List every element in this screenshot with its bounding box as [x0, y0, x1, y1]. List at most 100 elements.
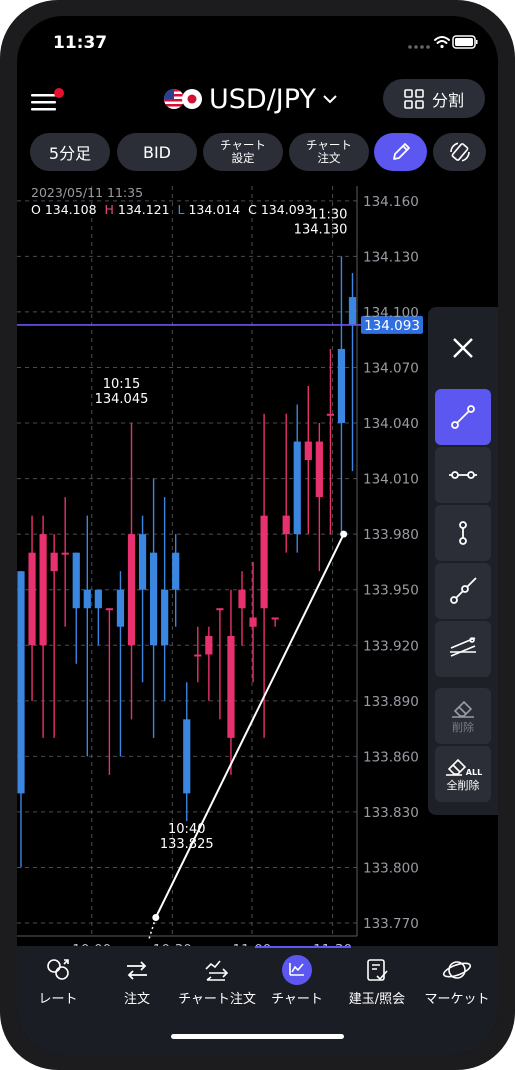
- chart-settings-label-2: 設定: [231, 151, 255, 165]
- tab-market[interactable]: マーケット: [417, 956, 497, 1007]
- candle-body: [127, 534, 136, 646]
- chart-order-label-2: 注文: [317, 151, 341, 165]
- delete-all-label: 全削除: [446, 779, 480, 792]
- open-label: O: [31, 202, 41, 217]
- rate-icon: [47, 959, 69, 980]
- current-price-label: 134.093: [364, 318, 420, 334]
- pair-label: USD/JPY: [209, 83, 316, 115]
- draw-tool-button[interactable]: [374, 133, 427, 171]
- chart-order-button[interactable]: チャート 注文: [289, 133, 369, 171]
- annotation-time: 11:30: [310, 207, 347, 222]
- delete-all-button[interactable]: ALL 全削除: [435, 746, 491, 802]
- tab-chart[interactable]: チャート: [257, 955, 337, 1007]
- candle-body: [39, 534, 47, 646]
- tab-rate-label: レート: [38, 992, 78, 1007]
- drawing-tools-panel: 削除 ALL 全削除: [428, 307, 498, 815]
- battery-icon: [452, 35, 478, 49]
- cellular-icon: [408, 45, 430, 49]
- annotation-time: 10:15: [103, 377, 140, 392]
- trendline-handle-end: [340, 530, 348, 538]
- y-tick-label: 133.830: [363, 805, 419, 821]
- y-tick-label: 133.950: [363, 583, 419, 599]
- candle-body: [260, 515, 268, 609]
- close-value: 134.093: [260, 202, 313, 217]
- candle-body: [28, 552, 36, 646]
- y-tick-label: 133.980: [363, 527, 419, 543]
- split-label: 分割: [431, 90, 464, 110]
- y-tick-label: 134.010: [363, 472, 419, 488]
- rotate-button[interactable]: [433, 133, 486, 171]
- jp-flag-icon: [182, 89, 202, 109]
- trendline-icon: [451, 405, 475, 429]
- annotation-price: 133.825: [160, 837, 214, 852]
- trendline-handle-start: [152, 913, 160, 921]
- tab-positions[interactable]: 建玉/照会: [337, 956, 417, 1007]
- wifi-icon: [434, 36, 450, 44]
- candle-body: [282, 515, 290, 535]
- trendline-extension: [148, 917, 157, 940]
- chart-area[interactable]: 134.093 11:30 134.130 10:15 134.045 10:40 133.…: [17, 181, 498, 958]
- tab-chart-label: チャート: [271, 992, 323, 1007]
- open-value: 134.108: [44, 202, 97, 217]
- horizontal-line-tool[interactable]: [435, 447, 491, 503]
- vertical-line-icon: [459, 521, 467, 545]
- parallel-channel-icon: [450, 637, 476, 657]
- vertical-line-tool[interactable]: [435, 505, 491, 561]
- tab-order[interactable]: 注文: [97, 956, 177, 1007]
- high-label: H: [104, 202, 114, 217]
- chart-order-icon: [205, 960, 229, 981]
- annotation-price: 134.045: [95, 392, 149, 407]
- candle-body: [249, 617, 257, 627]
- rotate-screen-icon: [449, 142, 470, 162]
- notification-dot: [54, 88, 64, 98]
- candlestick-chart[interactable]: 134.09311:30134.13010:15134.04510:40133.…: [17, 181, 498, 958]
- channel-tool[interactable]: [435, 621, 491, 677]
- candle-body: [304, 441, 312, 461]
- tab-chart-order[interactable]: チャート注文: [177, 956, 257, 1007]
- candle-body: [227, 636, 235, 738]
- screen: 11:37: [17, 16, 498, 1055]
- home-indicator: [171, 1034, 344, 1039]
- close-tools-button[interactable]: [441, 331, 485, 371]
- delete-drawing-button[interactable]: 削除: [435, 688, 491, 744]
- menu-button[interactable]: [29, 86, 64, 111]
- bid-ask-button[interactable]: BID: [117, 133, 197, 171]
- eraser-icon: [452, 700, 474, 718]
- y-tick-label: 134.160: [363, 194, 419, 210]
- currency-pair-selector[interactable]: USD/JPY: [163, 82, 338, 116]
- y-tick-label: 133.800: [363, 860, 419, 876]
- tab-rate[interactable]: レート: [18, 956, 98, 1007]
- candle-body: [17, 571, 25, 794]
- chart-order-label-1: チャート: [306, 138, 352, 152]
- candle-body: [94, 589, 102, 609]
- split-view-button[interactable]: 分割: [383, 79, 485, 118]
- candle-body: [348, 297, 357, 325]
- grid-icon: [404, 88, 424, 109]
- y-tick-label: 134.040: [363, 416, 419, 432]
- tab-market-label: マーケット: [424, 992, 490, 1007]
- candle-body: [326, 413, 334, 416]
- candle-body: [150, 552, 158, 646]
- trendline-tool[interactable]: [435, 389, 491, 445]
- candle-body: [50, 552, 58, 572]
- all-badge: ALL: [465, 768, 483, 777]
- tab-positions-label: 建玉/照会: [348, 992, 406, 1007]
- chart-settings-button[interactable]: チャート 設定: [203, 133, 283, 171]
- delete-label: 削除: [452, 721, 474, 734]
- y-tick-label: 133.860: [363, 749, 419, 765]
- candle-body: [293, 441, 301, 535]
- y-tick-label: 134.070: [363, 360, 419, 376]
- flag-icons: [164, 89, 202, 109]
- us-flag-icon: [164, 89, 184, 109]
- timeframe-button[interactable]: 5分足: [30, 133, 110, 171]
- y-tick-label: 134.130: [363, 249, 419, 265]
- y-tick-label: 133.890: [363, 694, 419, 710]
- candle-body: [105, 608, 113, 611]
- y-tick-label: 133.920: [363, 638, 419, 654]
- bid-label: BID: [142, 142, 171, 162]
- candle-body: [161, 589, 169, 646]
- ray-line-tool[interactable]: [435, 563, 491, 619]
- chevron-down-icon: [323, 95, 337, 104]
- candle-body: [183, 719, 191, 794]
